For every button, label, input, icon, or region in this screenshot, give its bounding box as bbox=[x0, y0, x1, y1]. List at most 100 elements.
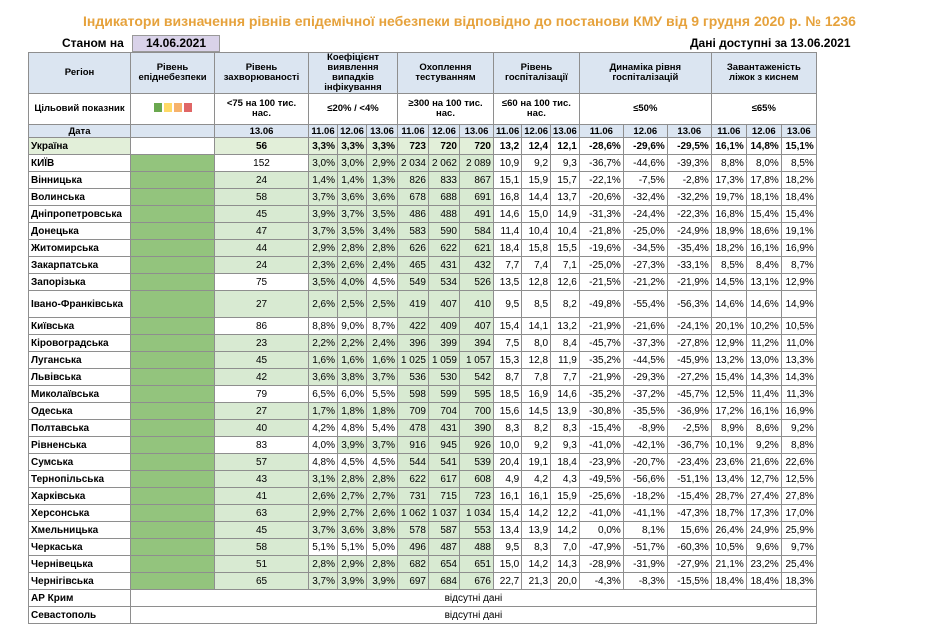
table-row: Харківська 41 2,6% 2,7% 2,7% 731 715 723 16,1 16,… bbox=[28, 487, 817, 505]
beds-value: 18,9% bbox=[710, 222, 747, 240]
testing-value: 720 bbox=[428, 137, 460, 155]
hosp-dyn-value: -21,2% bbox=[622, 273, 668, 291]
incidence-value: 43 bbox=[214, 470, 309, 488]
beds-value: 12,9% bbox=[780, 273, 817, 291]
positivity-value: 1,8% bbox=[366, 402, 398, 420]
beds-value: 8,4% bbox=[745, 256, 782, 274]
beds-value: 12,5% bbox=[780, 470, 817, 488]
table-row: КИЇВ 152 3,0% 3,0% 2,9% 2 034 2 062 2 089 10,9 9,… bbox=[28, 154, 817, 172]
beds-value: 8,5% bbox=[780, 154, 817, 172]
hosp-dyn-value: -45,7% bbox=[666, 385, 712, 403]
positivity-value: 3,6% bbox=[337, 521, 367, 539]
testing-value: 626 bbox=[397, 239, 429, 257]
testing-value: 2 062 bbox=[428, 154, 460, 172]
col-testing: Охоплення тестуванням bbox=[397, 52, 494, 94]
beds-value: 16,9% bbox=[780, 402, 817, 420]
beds-value: 9,7% bbox=[780, 538, 817, 556]
level-swatch bbox=[153, 103, 162, 112]
hosp-dyn-value: -41,0% bbox=[578, 436, 624, 454]
hosp-dyn-value: -55,4% bbox=[622, 290, 668, 318]
region-name: Дніпропетровська bbox=[28, 205, 131, 223]
hosp-value: 7,7 bbox=[550, 368, 580, 386]
positivity-value: 9,0% bbox=[337, 317, 367, 335]
positivity-value: 1,6% bbox=[366, 351, 398, 369]
testing-value: 723 bbox=[459, 487, 494, 505]
hosp-value: 7,0 bbox=[550, 538, 580, 556]
beds-value: 19,7% bbox=[710, 188, 747, 206]
testing-value: 541 bbox=[428, 453, 460, 471]
positivity-value: 1,4% bbox=[337, 171, 367, 189]
testing-value: 542 bbox=[459, 368, 494, 386]
hosp-value: 15,1 bbox=[492, 171, 523, 189]
hosp-value: 13,9 bbox=[550, 402, 580, 420]
table-row: Львівська 42 3,6% 3,8% 3,7% 536 530 542 8,7 7,8 7,… bbox=[28, 368, 817, 386]
table-row: Запорізька 75 3,5% 4,0% 4,5% 549 534 526 13,5 12,… bbox=[28, 273, 817, 291]
positivity-value: 3,7% bbox=[308, 572, 338, 590]
hosp-dyn-value: -47,3% bbox=[666, 504, 712, 522]
region-name: Полтавська bbox=[28, 419, 131, 437]
no-data-note: відсутні дані bbox=[130, 589, 817, 607]
danger-level-cell bbox=[130, 205, 215, 223]
target-incidence: <75 на 100 тис. нас. bbox=[214, 93, 309, 125]
positivity-value: 2,2% bbox=[337, 334, 367, 352]
hosp-value: 14,1 bbox=[521, 317, 552, 335]
region-name: Рівненська bbox=[28, 436, 131, 454]
hosp-dyn-value: -21,9% bbox=[666, 273, 712, 291]
region-name: Вінницька bbox=[28, 171, 131, 189]
positivity-value: 6,0% bbox=[337, 385, 367, 403]
hosp-value: 13,5 bbox=[492, 273, 523, 291]
hosp-value: 13,9 bbox=[521, 521, 552, 539]
incidence-value: 63 bbox=[214, 504, 309, 522]
hosp-value: 15,9 bbox=[550, 487, 580, 505]
hosp-dyn-value: -41,1% bbox=[622, 504, 668, 522]
testing-value: 916 bbox=[397, 436, 429, 454]
table-row: Донецька 47 3,7% 3,5% 3,4% 583 590 584 11,4 10,4 1… bbox=[28, 222, 817, 240]
testing-value: 598 bbox=[397, 385, 429, 403]
beds-value: 16,1% bbox=[745, 239, 782, 257]
hosp-value: 15,4 bbox=[492, 317, 523, 335]
hosp-value: 14,6 bbox=[550, 385, 580, 403]
table-row: Чернігівська 65 3,7% 3,9% 3,9% 697 684 676 22,7 2… bbox=[28, 572, 817, 590]
hosp-dyn-value: -27,3% bbox=[622, 256, 668, 274]
positivity-value: 5,0% bbox=[366, 538, 398, 556]
hosp-value: 7,4 bbox=[521, 256, 552, 274]
testing-value: 682 bbox=[397, 555, 429, 573]
region-name: Івано-Франківська bbox=[28, 290, 131, 318]
hosp-dyn-value: 8,1% bbox=[622, 521, 668, 539]
hosp-dyn-value: -29,5% bbox=[666, 137, 712, 155]
beds-value: 21,6% bbox=[745, 453, 782, 471]
positivity-value: 4,8% bbox=[337, 419, 367, 437]
beds-value: 15,1% bbox=[780, 137, 817, 155]
hosp-value: 9,3 bbox=[550, 436, 580, 454]
hosp-value: 8,2 bbox=[550, 290, 580, 318]
positivity-value: 3,3% bbox=[308, 137, 338, 155]
table-row: Херсонська 63 2,9% 2,7% 2,6% 1 062 1 037 1 034 1… bbox=[28, 504, 817, 522]
hosp-dyn-value: -20,7% bbox=[622, 453, 668, 471]
beds-value: 13,4% bbox=[710, 470, 747, 488]
beds-value: 11,0% bbox=[780, 334, 817, 352]
region-name: Херсонська bbox=[28, 504, 131, 522]
testing-value: 1 037 bbox=[428, 504, 460, 522]
hosp-dyn-value: -18,2% bbox=[622, 487, 668, 505]
hosp-dyn-value: -36,9% bbox=[666, 402, 712, 420]
target-testing: ≥300 на 100 тис. нас. bbox=[397, 93, 494, 125]
positivity-value: 2,8% bbox=[366, 470, 398, 488]
beds-value: 12,7% bbox=[745, 470, 782, 488]
testing-value: 390 bbox=[459, 419, 494, 437]
hosp-dyn-value: -29,6% bbox=[622, 137, 668, 155]
hosp-dyn-value: -36,7% bbox=[578, 154, 624, 172]
date-h1: 11.06 bbox=[492, 124, 523, 138]
hosp-value: 15,5 bbox=[550, 239, 580, 257]
hosp-dyn-value: -32,2% bbox=[666, 188, 712, 206]
hosp-dyn-value: -30,8% bbox=[578, 402, 624, 420]
hosp-dyn-value: -15,4% bbox=[666, 487, 712, 505]
hosp-dyn-value: -36,7% bbox=[666, 436, 712, 454]
danger-level-cell bbox=[130, 402, 215, 420]
danger-level-cell bbox=[130, 154, 215, 172]
positivity-value: 4,2% bbox=[308, 419, 338, 437]
hosp-value: 7,8 bbox=[521, 368, 552, 386]
region-name: КИЇВ bbox=[28, 154, 131, 172]
positivity-value: 3,0% bbox=[308, 154, 338, 172]
incidence-value: 44 bbox=[214, 239, 309, 257]
hosp-value: 14,3 bbox=[550, 555, 580, 573]
